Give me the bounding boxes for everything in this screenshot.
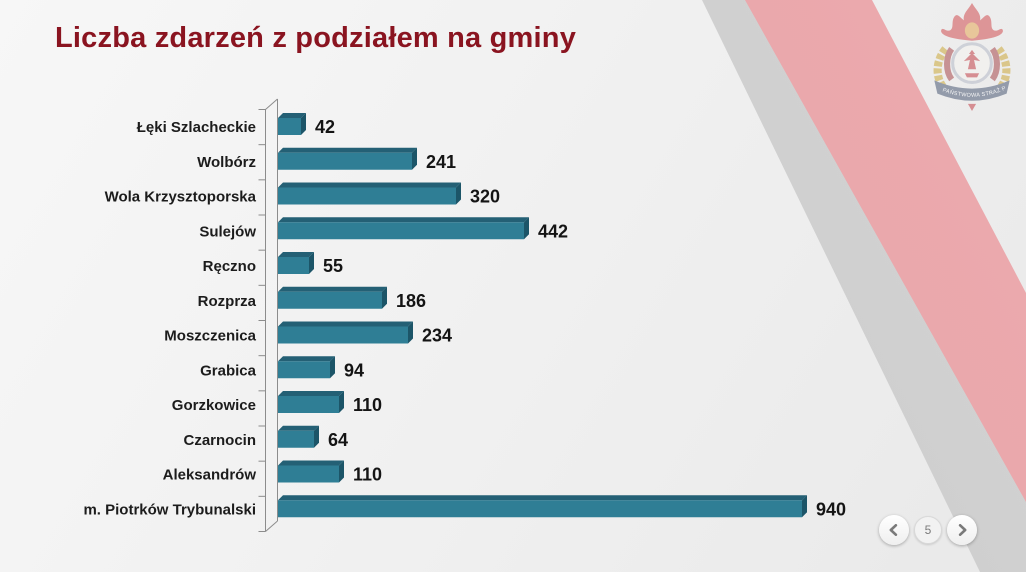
value-label: 110	[353, 395, 382, 415]
bar-top-face	[278, 182, 461, 188]
category-label: Moszczenica	[164, 328, 256, 345]
bar-top-face	[278, 286, 387, 292]
bar-end-face	[309, 252, 314, 274]
category-label: Wola Krzysztoporska	[105, 189, 257, 206]
bar-top-face	[278, 113, 306, 118]
chevron-right-icon	[958, 524, 967, 536]
bar-top-face	[278, 425, 319, 431]
bar-end-face	[802, 495, 807, 518]
value-label: 940	[816, 499, 846, 519]
value-label: 234	[422, 326, 452, 346]
bar-top-face	[278, 252, 314, 257]
axis-bottom-edge	[265, 520, 278, 532]
next-page-button[interactable]	[947, 515, 977, 545]
category-label: Sulejów	[199, 223, 256, 240]
bar	[278, 257, 309, 274]
bar-top-face	[278, 391, 344, 396]
value-label: 94	[344, 360, 364, 380]
category-label: Aleksandrów	[163, 467, 257, 484]
bar-end-face	[412, 147, 417, 170]
flame-icon	[941, 3, 1003, 41]
bar-end-face	[456, 182, 461, 205]
bar-top-face	[278, 147, 417, 153]
eagle-icon	[963, 49, 981, 70]
bar-chart: Łęki Szlacheckie 42 Wolbórz 241 Wola Krzyszt…	[83, 98, 846, 532]
value-label: 64	[328, 430, 348, 450]
category-label: Wolbórz	[197, 154, 256, 171]
bar-end-face	[408, 321, 413, 344]
bar	[278, 465, 339, 483]
prev-page-button[interactable]	[879, 515, 909, 545]
category-label: Gorzkowice	[172, 397, 256, 414]
category-label: m. Piotrków Trybunalski	[83, 501, 256, 518]
bar-end-face	[339, 460, 344, 483]
value-label: 186	[396, 291, 426, 311]
bar	[278, 187, 456, 205]
bar	[278, 326, 408, 344]
bar	[278, 222, 524, 240]
category-label: Rozprza	[198, 293, 257, 310]
bar-end-face	[301, 113, 306, 135]
value-label: 241	[426, 152, 456, 172]
bar	[278, 361, 330, 379]
axis-top-edge	[265, 98, 278, 110]
value-label: 55	[323, 256, 343, 276]
bar-top-face	[278, 495, 807, 501]
bar-top-face	[278, 460, 344, 466]
chevron-left-icon	[889, 524, 898, 536]
pagination: 5	[879, 515, 977, 545]
page-number-badge: 5	[914, 516, 942, 544]
category-label: Grabica	[200, 362, 257, 379]
value-label: 42	[315, 117, 335, 137]
bar	[278, 430, 314, 448]
bar-end-face	[314, 425, 319, 448]
category-label: Ręczno	[203, 258, 256, 275]
bar-end-face	[330, 356, 335, 379]
page-number: 5	[924, 523, 932, 537]
bar-end-face	[382, 286, 387, 309]
value-label: 442	[538, 221, 568, 241]
bar	[278, 152, 412, 170]
page-title: Liczba zdarzeń z podziałem na gminy	[55, 22, 577, 54]
value-label: 320	[470, 187, 500, 207]
category-label: Czarnocin	[183, 432, 256, 449]
bar-top-face	[278, 356, 335, 362]
bar	[278, 291, 382, 309]
bar-end-face	[524, 217, 529, 240]
value-label: 110	[353, 465, 382, 485]
bar	[278, 500, 802, 518]
bar-top-face	[278, 217, 529, 223]
bar	[278, 396, 339, 413]
category-label: Łęki Szlacheckie	[137, 119, 256, 136]
bar	[278, 118, 301, 135]
bar-end-face	[339, 391, 344, 413]
bar-top-face	[278, 321, 413, 327]
psp-fire-service-emblem: PAŃSTWOWA STRAŻ POŻARNA	[921, 2, 1011, 111]
